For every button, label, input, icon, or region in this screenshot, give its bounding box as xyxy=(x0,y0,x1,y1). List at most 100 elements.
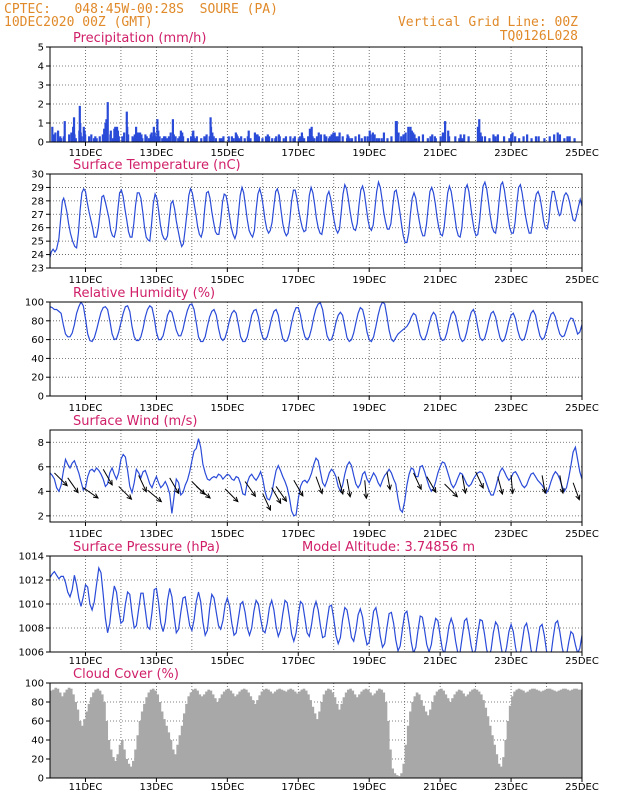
series-line xyxy=(50,565,582,652)
ytick-label: 40 xyxy=(31,736,44,747)
cloud-bar xyxy=(562,688,565,778)
cloud-bar xyxy=(491,735,494,778)
precip-bar xyxy=(397,132,400,142)
cloud-bar xyxy=(260,691,264,778)
panel-5: 0 20 40 60 80 100 11DEC 13DEC 15DEC 17DEC 19DEC 21D… xyxy=(25,667,599,793)
wind-arrow xyxy=(169,477,180,495)
precip-bar xyxy=(313,138,316,142)
wind-arrow xyxy=(224,488,239,503)
cloud-bar xyxy=(103,702,106,778)
cloud-bar xyxy=(165,725,168,778)
cloud-bar xyxy=(366,689,370,778)
precip-bar xyxy=(227,136,230,142)
cloud-bar xyxy=(329,689,332,778)
wind-arrow-shaft xyxy=(426,476,437,493)
cloud-bar xyxy=(63,692,66,778)
cloud-bar xyxy=(398,776,401,778)
wind-arrow xyxy=(413,472,422,491)
cloud-bar xyxy=(528,689,532,778)
precip-bar xyxy=(479,132,482,142)
cloud-bar xyxy=(56,688,60,778)
cloud-bar xyxy=(247,692,250,778)
precip-bar xyxy=(289,136,292,142)
cloud-bar xyxy=(233,696,237,778)
wind-arrow-head xyxy=(346,491,353,498)
wind-arrow-shaft xyxy=(147,489,162,503)
cloud-bar xyxy=(511,696,514,778)
wind-arrow-head xyxy=(92,493,99,499)
cloud-bar xyxy=(78,721,82,778)
precip-bar xyxy=(508,138,511,142)
cloud-bar xyxy=(242,688,246,778)
wind-arrow-shaft xyxy=(572,482,580,500)
xtick-label: 15DEC xyxy=(210,148,244,159)
precip-bar xyxy=(266,134,269,142)
precip-bar xyxy=(189,136,193,142)
wind-arrow xyxy=(541,475,548,495)
cloud-bar xyxy=(158,702,162,778)
cloud-bar xyxy=(134,749,137,778)
cloud-bar xyxy=(105,721,109,778)
precip-bar xyxy=(317,132,320,142)
precip-bar xyxy=(236,136,239,142)
wind-arrow-shaft xyxy=(497,476,503,495)
cloud-bar xyxy=(327,688,330,778)
cloud-bar xyxy=(222,691,226,778)
precip-bar xyxy=(402,134,405,142)
cloud-bar xyxy=(284,691,288,778)
precip-bar xyxy=(458,138,461,142)
cloud-bar xyxy=(364,688,368,778)
cloud-bar xyxy=(415,692,419,778)
wind-arrow-head xyxy=(281,496,288,503)
precip-bar xyxy=(409,126,412,142)
wind-arrow-head xyxy=(431,487,437,494)
cloud-bar xyxy=(218,698,222,778)
wind-arrow xyxy=(147,489,163,503)
cloud-bar xyxy=(238,691,242,778)
precip-bar xyxy=(111,138,115,142)
precip-bar xyxy=(410,130,413,142)
xtick-label: 13DEC xyxy=(140,656,174,667)
cloud-bar xyxy=(245,689,248,778)
wind-arrow-shaft xyxy=(510,475,514,494)
wind-arrow xyxy=(509,475,515,495)
cloud-bar xyxy=(555,691,559,778)
cloud-bar xyxy=(89,697,93,778)
cloud-bar xyxy=(69,688,73,778)
cloud-bar xyxy=(411,702,414,778)
precip-bar xyxy=(257,136,261,142)
wind-arrow xyxy=(475,471,484,490)
ytick-label: 100 xyxy=(25,679,44,690)
precip-bar xyxy=(144,134,147,142)
precip-bar xyxy=(195,136,198,142)
cloud-bar xyxy=(444,694,448,778)
precip-bar xyxy=(429,136,432,142)
cloud-bar xyxy=(318,711,321,778)
xtick-label: 23DEC xyxy=(494,275,528,286)
precip-bar xyxy=(147,138,151,142)
cloud-bar xyxy=(216,702,219,778)
cloud-bar xyxy=(227,688,230,778)
panel-0: 0 1 2 3 4 5 11DEC 13DEC 15DEC 17DEC 19DEC 21DEC 23DE… xyxy=(38,31,599,159)
precip-bar xyxy=(308,128,311,142)
cloud-bar xyxy=(50,690,53,778)
precip-bar xyxy=(415,138,418,142)
panel-4: 1006 1008 1010 1012 1014 11DEC 13DEC 15DEC 17DEC… xyxy=(19,540,599,667)
precip-bar xyxy=(494,136,497,142)
xtick-label: 15DEC xyxy=(210,782,244,793)
precip-bar xyxy=(166,138,169,142)
wind-arrow-shaft xyxy=(169,477,180,494)
cloud-bar xyxy=(231,693,235,778)
cloud-bar xyxy=(149,689,153,778)
ytick-label: 80 xyxy=(31,316,44,327)
cloud-bar xyxy=(83,719,86,778)
cloud-bar xyxy=(280,689,284,778)
header-location: CPTEC: 048:45W-00:28S SOURE (PA) xyxy=(4,2,278,17)
xtick-label: 13DEC xyxy=(140,403,174,414)
wind-arrow-head xyxy=(266,505,271,512)
cloud-bar xyxy=(453,694,457,778)
cloud-bar xyxy=(468,691,472,778)
precip-bar xyxy=(193,138,197,142)
cloud-bar xyxy=(391,768,394,778)
precip-bar xyxy=(319,134,323,142)
